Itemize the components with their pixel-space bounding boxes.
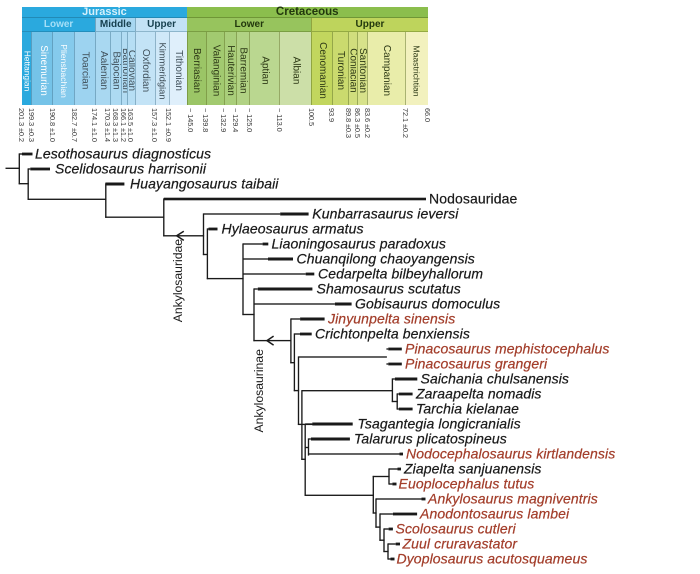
svg-text:Ankylosauridae: Ankylosauridae	[171, 239, 185, 323]
svg-text:Scolosaurus cutleri: Scolosaurus cutleri	[396, 521, 517, 537]
svg-text:Scelidosaurus harrisonii: Scelidosaurus harrisonii	[55, 161, 207, 177]
svg-text:Euoplocephalus tutus: Euoplocephalus tutus	[399, 476, 535, 492]
svg-text:Cedarpelta bilbeyhallorum: Cedarpelta bilbeyhallorum	[318, 266, 483, 282]
svg-text:Pinacosaurus mephistocephalus: Pinacosaurus mephistocephalus	[405, 341, 609, 357]
svg-text:Chuanqilong chaoyangensis: Chuanqilong chaoyangensis	[297, 251, 475, 267]
svg-text:Hylaeosaurus armatus: Hylaeosaurus armatus	[222, 221, 364, 237]
svg-text:Talarurus plicatospineus: Talarurus plicatospineus	[354, 431, 507, 447]
svg-text:Dyoplosaurus acutosquameus: Dyoplosaurus acutosquameus	[397, 551, 588, 567]
svg-text:Nodosauridae: Nodosauridae	[429, 191, 517, 207]
svg-text:Gobisaurus domoculus: Gobisaurus domoculus	[355, 296, 500, 312]
svg-text:Saichania chulsanensis: Saichania chulsanensis	[421, 371, 570, 387]
svg-text:Ziapelta sanjuanensis: Ziapelta sanjuanensis	[403, 461, 542, 477]
svg-text:Jinyunpelta sinensis: Jinyunpelta sinensis	[327, 311, 455, 327]
svg-text:Crichtonpelta benxiensis: Crichtonpelta benxiensis	[315, 326, 470, 342]
svg-text:Tsagantegia longicranialis: Tsagantegia longicranialis	[358, 416, 521, 432]
svg-text:Ankylosaurus magniventris: Ankylosaurus magniventris	[427, 491, 598, 507]
svg-text:Tarchia kielanae: Tarchia kielanae	[416, 401, 519, 417]
svg-text:Nodocephalosaurus kirtlandensi: Nodocephalosaurus kirtlandensis	[406, 446, 615, 462]
svg-text:Ankylosaurinae: Ankylosaurinae	[252, 349, 266, 433]
svg-text:Shamosaurus scutatus: Shamosaurus scutatus	[317, 281, 461, 297]
svg-text:Pinacosaurus grangeri: Pinacosaurus grangeri	[405, 356, 548, 372]
svg-text:Zuul cruravastator: Zuul cruravastator	[402, 536, 519, 552]
svg-text:Zaraapelta nomadis: Zaraapelta nomadis	[415, 386, 542, 402]
svg-text:Lesothosaurus diagnosticus: Lesothosaurus diagnosticus	[35, 146, 211, 162]
svg-text:Anodontosaurus lambei: Anodontosaurus lambei	[419, 506, 570, 522]
svg-text:Kunbarrasaurus ieversi: Kunbarrasaurus ieversi	[312, 206, 459, 222]
svg-text:Huayangosaurus taibaii: Huayangosaurus taibaii	[130, 176, 279, 192]
svg-text:Liaoningosaurus paradoxus: Liaoningosaurus paradoxus	[272, 236, 447, 252]
